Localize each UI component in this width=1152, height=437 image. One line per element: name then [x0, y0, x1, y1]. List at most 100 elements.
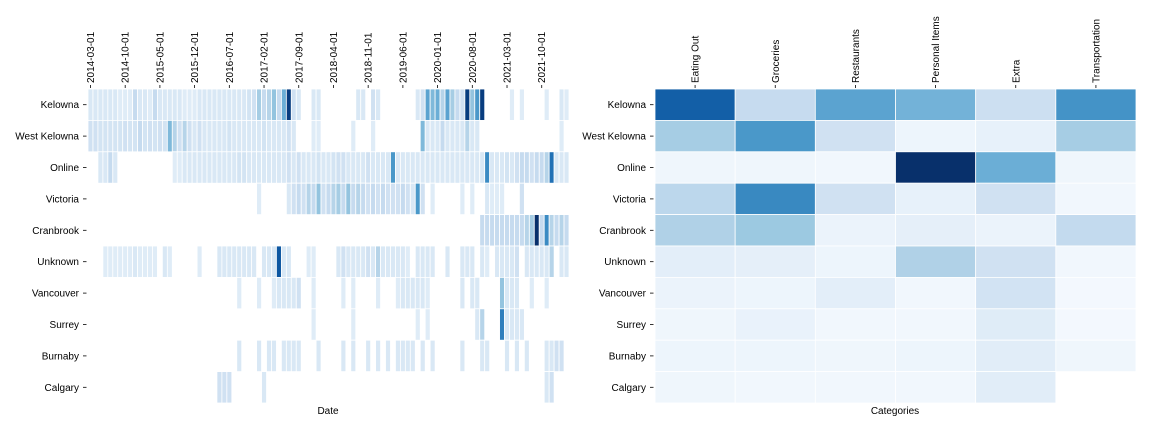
- date-heatmap-cell: [221, 88, 228, 121]
- date-heatmap-cell: [256, 151, 262, 184]
- date-heatmap-cell: [479, 214, 486, 247]
- date-heatmap-cell: [137, 245, 143, 278]
- date-heatmap-cell: [429, 120, 436, 153]
- date-heatmap-cell: [509, 308, 515, 341]
- date-heatmap-cell: [494, 182, 500, 215]
- date-heatmap-cell: [176, 151, 183, 184]
- date-heatmap-cell: [370, 245, 377, 278]
- category-heatmap-cell: [654, 245, 736, 278]
- date-heatmap-cell: [494, 151, 500, 184]
- date-heatmap-cell: [528, 245, 535, 278]
- date-axis-label: Date: [317, 406, 339, 417]
- category-heatmap-cell: [654, 88, 736, 121]
- date-heatmap-cell: [469, 120, 476, 153]
- date-heatmap-cell: [509, 245, 515, 278]
- date-heatmap-cell: [127, 120, 134, 153]
- date-heatmap-cell: [315, 88, 322, 121]
- date-heatmap-cell: [166, 120, 173, 153]
- date-heatmap-cell: [161, 120, 168, 153]
- date-heatmap-cell: [256, 339, 262, 373]
- y-tick-label: Cranbrook: [599, 226, 647, 237]
- date-heatmap-cell: [365, 245, 372, 278]
- date-heatmap-cell: [147, 88, 153, 121]
- date-heatmap-cell: [499, 276, 505, 310]
- y-tick-label: Vancouver: [32, 289, 80, 300]
- y-tick-label: West Kelowna: [15, 132, 79, 143]
- date-heatmap-cell: [97, 120, 104, 153]
- date-heatmap-cell: [528, 276, 535, 310]
- date-heatmap-cell: [474, 151, 481, 184]
- date-heatmap-cell: [390, 245, 396, 278]
- date-heatmap-cell: [181, 120, 188, 153]
- date-heatmap-cell: [424, 276, 431, 310]
- date-heatmap-cell: [345, 182, 352, 215]
- date-heatmap-cell: [241, 245, 248, 278]
- date-heatmap-cell: [504, 151, 510, 184]
- category-heatmap-cell: [814, 245, 896, 278]
- date-heatmap-cell: [236, 120, 243, 153]
- date-heatmap-cell: [276, 88, 282, 121]
- date-heatmap-cell: [261, 120, 267, 153]
- date-heatmap-cell: [519, 214, 525, 247]
- date-heatmap-cell: [380, 245, 386, 278]
- x-tick-label: 2014-03-01: [86, 31, 97, 83]
- category-heatmap-cell: [814, 276, 896, 310]
- date-heatmap-cell: [553, 214, 560, 247]
- date-heatmap-cell: [102, 151, 109, 184]
- category-heatmap-cell: [814, 182, 896, 215]
- date-heatmap-cell: [469, 151, 476, 184]
- date-heatmap-cell: [444, 88, 451, 121]
- date-heatmap-cell: [519, 151, 525, 184]
- date-heatmap-cell: [375, 182, 381, 215]
- date-heatmap-cell: [236, 276, 243, 310]
- date-heatmap-cell: [494, 214, 500, 247]
- date-heatmap-cell: [484, 339, 491, 373]
- date-heatmap-cell: [563, 151, 570, 184]
- category-heatmap-cell: [1055, 88, 1137, 121]
- date-heatmap-cell: [548, 151, 555, 184]
- date-heatmap-cell: [231, 120, 238, 153]
- date-heatmap-cell: [519, 88, 525, 121]
- date-heatmap-cell: [176, 88, 183, 121]
- date-heatmap-cell: [325, 182, 332, 215]
- date-heatmap-cell: [424, 245, 431, 278]
- date-heatmap-cell: [310, 245, 317, 278]
- date-heatmap-cell: [543, 339, 550, 373]
- date-heatmap-cell: [429, 245, 436, 278]
- date-heatmap-cell: [226, 245, 233, 278]
- x-tick-label: 2020-08-01: [468, 31, 479, 83]
- date-heatmap-cell: [280, 339, 287, 373]
- date-heatmap-cell: [464, 120, 471, 153]
- date-heatmap-cell: [504, 245, 510, 278]
- date-heatmap-cell: [409, 151, 416, 184]
- date-heatmap-cell: [434, 120, 441, 153]
- date-heatmap-cell: [385, 151, 391, 184]
- date-heatmap-cell: [261, 245, 267, 278]
- date-heatmap-cell: [399, 339, 406, 373]
- y-tick-label: Unknown: [604, 257, 646, 268]
- date-heatmap-cell: [439, 151, 446, 184]
- date-heatmap-cell: [509, 214, 515, 247]
- date-heatmap-cell: [137, 120, 143, 153]
- date-heatmap-cell: [350, 308, 357, 341]
- date-heatmap-cell: [543, 88, 550, 121]
- date-heatmap-cell: [414, 308, 421, 341]
- date-heatmap-cell: [216, 245, 223, 278]
- date-heatmap-cell: [414, 88, 421, 121]
- category-heatmap-cell: [975, 151, 1057, 184]
- date-heatmap-cell: [216, 151, 223, 184]
- date-heatmap-cell: [285, 245, 292, 278]
- category-heatmap-cell: [895, 88, 977, 121]
- date-heatmap-cell: [305, 245, 312, 278]
- date-heatmap-cell: [499, 245, 505, 278]
- date-heatmap-cell: [285, 276, 292, 310]
- date-heatmap-cell: [107, 245, 114, 278]
- date-heatmap-cell: [117, 245, 124, 278]
- category-heatmap-cell: [814, 339, 896, 373]
- date-heatmap-cell: [385, 182, 391, 215]
- x-tick-label: 2016-07-01: [225, 31, 236, 83]
- date-heatmap-cell: [285, 339, 292, 373]
- date-heatmap-cell: [558, 151, 565, 184]
- date-heatmap-cell: [271, 88, 277, 121]
